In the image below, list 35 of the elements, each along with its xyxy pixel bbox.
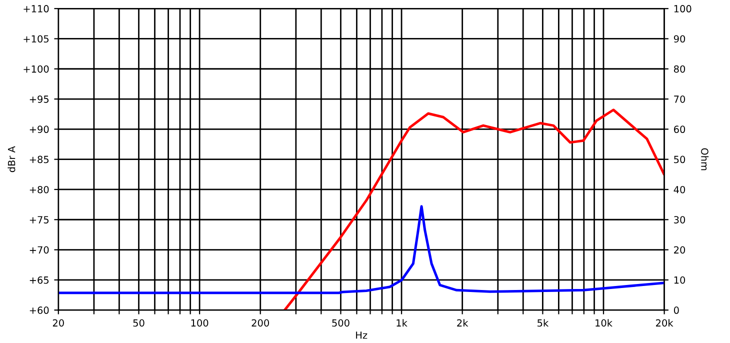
y2-tick-label: 0	[674, 306, 679, 314]
x-tick-label: 5k	[538, 319, 549, 327]
x-tick-label: 100	[191, 319, 208, 327]
y-tick-label: +90	[30, 126, 49, 134]
y2-tick-label: 90	[674, 35, 686, 43]
y-tick-label: +75	[30, 216, 49, 224]
y2-tick-label: 60	[674, 126, 686, 134]
y2-tick-label: 10	[674, 276, 686, 284]
y-tick-label: +60	[30, 306, 49, 314]
y2-tick-label: 30	[674, 216, 686, 224]
y-tick-label: +70	[30, 246, 49, 254]
y-tick-label: +80	[30, 186, 49, 194]
x-tick-label: 20	[52, 319, 64, 327]
y2-tick-label: 40	[674, 186, 686, 194]
x-tick-label: 200	[252, 319, 269, 327]
y2-tick-label: 50	[674, 156, 686, 164]
y-axis-title: dBr A	[8, 146, 16, 172]
y-tick-label: +65	[30, 276, 49, 284]
y2-tick-label: 70	[674, 96, 686, 103]
y2-axis-title: Ohm	[701, 148, 709, 170]
x-tick-label: 1k	[396, 319, 408, 326]
x-tick-label: 50	[133, 319, 144, 327]
y2-tick-label: 100	[674, 5, 692, 12]
y-tick-label: +100	[24, 65, 49, 73]
x-axis-title: Hz	[356, 332, 368, 339]
y-tick-label: +105	[24, 35, 49, 43]
x-tick-label: 20k	[656, 319, 674, 327]
y-tick-label: +85	[30, 156, 49, 164]
y-tick-label: +95	[30, 96, 49, 103]
y2-tick-label: 80	[674, 65, 686, 73]
y2-tick-label: 20	[674, 246, 686, 254]
x-tick-label: 2k	[457, 319, 468, 326]
x-tick-label: 10k	[596, 319, 612, 327]
y-tick-label: +110	[24, 5, 49, 12]
x-tick-label: 500	[332, 319, 350, 327]
